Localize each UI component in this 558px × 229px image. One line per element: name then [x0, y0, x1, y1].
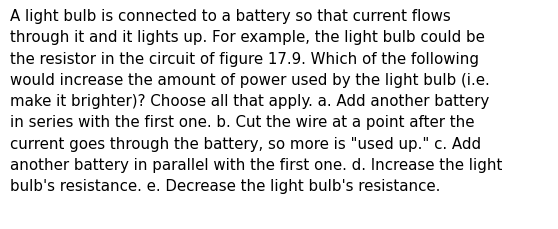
Text: A light bulb is connected to a battery so that current flows
through it and it l: A light bulb is connected to a battery s… — [10, 9, 502, 193]
